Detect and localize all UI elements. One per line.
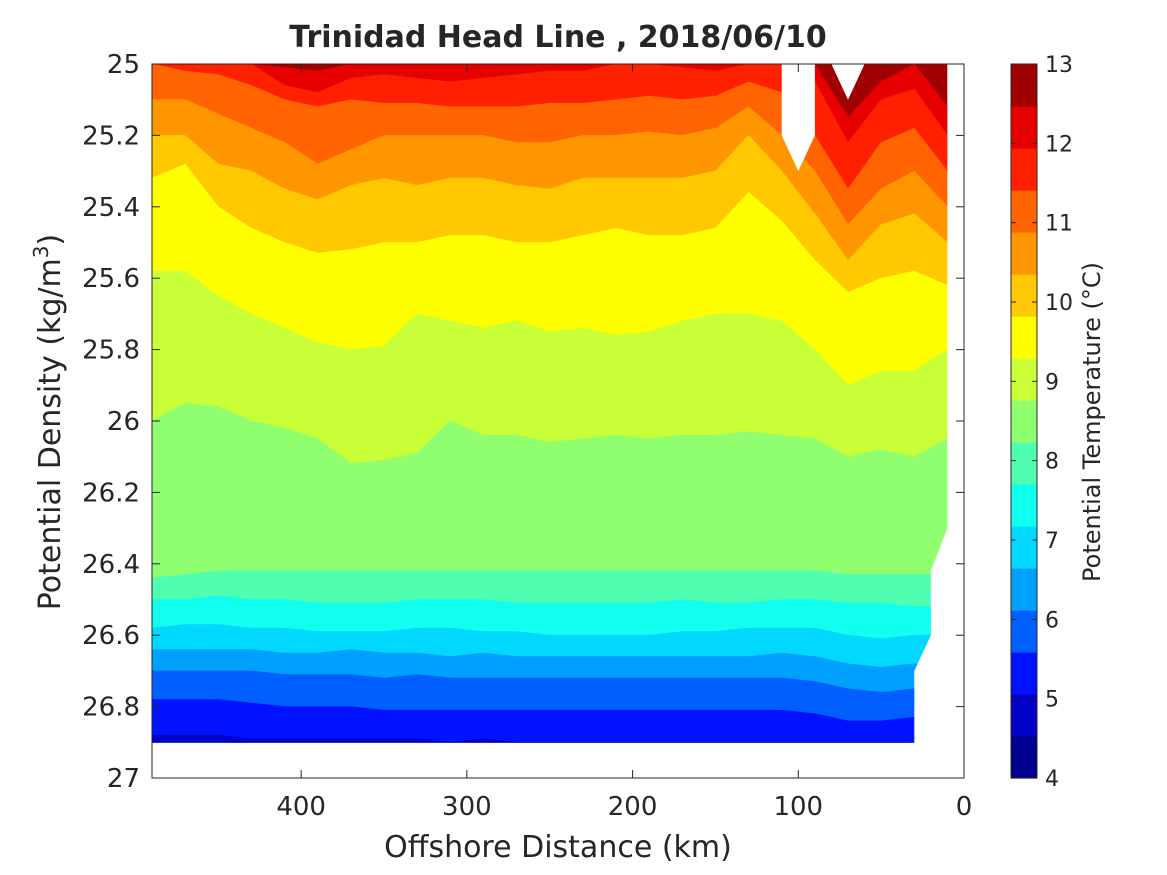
- colorbar-segment: [1011, 694, 1037, 737]
- y-tick-label: 26.4: [82, 550, 140, 580]
- colorbar-segment: [1011, 190, 1037, 233]
- colorbar-tick-label: 6: [1045, 608, 1059, 633]
- colorbar-segment: [1011, 652, 1037, 695]
- colorbar-segment: [1011, 358, 1037, 401]
- x-tick-label: 400: [276, 792, 326, 822]
- contour-band: [152, 734, 948, 743]
- colorbar-tick-label: 10: [1045, 291, 1073, 316]
- x-tick-label: 0: [956, 792, 973, 822]
- x-tick-label: 300: [442, 792, 492, 822]
- colorbar-segment: [1011, 316, 1037, 359]
- contour-band: [152, 699, 948, 743]
- missing-data-mask: [781, 64, 964, 778]
- y-axis-label-superscript: 3: [29, 245, 53, 258]
- colorbar-tick-label: 9: [1045, 370, 1059, 395]
- colorbar-segment: [1011, 526, 1037, 569]
- no-data-region: [831, 64, 865, 100]
- x-axis-label: Offshore Distance (km): [384, 830, 732, 865]
- colorbar-frame: [1010, 63, 1038, 779]
- colorbar-segment: [1011, 232, 1037, 275]
- colorbar-tick-label: 11: [1045, 212, 1073, 237]
- colorbar-segment: [1011, 400, 1037, 443]
- y-tick-label: 25: [107, 50, 140, 80]
- colorbar-segment: [1011, 484, 1037, 527]
- colorbar-tick-label: 4: [1045, 767, 1059, 792]
- colorbar-segment: [1011, 148, 1037, 191]
- y-axis-label-suffix: ): [33, 234, 68, 246]
- colorbar-segment: [1011, 274, 1037, 317]
- colorbar-tick-label: 5: [1045, 688, 1059, 713]
- y-tick-label: 26.6: [82, 621, 140, 651]
- y-tick-label: 26.8: [82, 693, 140, 723]
- y-tick-label: 27: [107, 764, 140, 794]
- colorbar-label: Potential Temperature (°C): [1078, 262, 1106, 582]
- colorbar-segment: [1011, 106, 1037, 149]
- x-axis-ticks: 400 300 200 100 0: [276, 64, 972, 822]
- y-axis-label: Potential Density (kg/m3): [29, 234, 68, 610]
- colorbar-tick-label: 7: [1045, 529, 1059, 554]
- colorbar-segment: [1011, 736, 1037, 779]
- colorbar-segment: [1011, 610, 1037, 653]
- y-axis-label-main: Potential Density (kg/m: [33, 258, 68, 610]
- colorbar-ticks: 4 5 6 7 8 9 10 11 12 13: [1011, 53, 1073, 792]
- y-tick-label: 25.4: [82, 193, 140, 223]
- contour-fill-layer: [152, 64, 948, 743]
- y-axis-ticks: 25 25.2 25.4 25.6 25.8 26 26.2 26.4 26.6 26.8 27: [82, 50, 964, 794]
- chart-title: Trinidad Head Line , 2018/06/10: [289, 20, 826, 55]
- colorbar-segment: [1011, 568, 1037, 611]
- colorbar-tick-label: 8: [1045, 450, 1059, 475]
- colorbar-segment: [1011, 64, 1037, 107]
- colorbar-segment: [1011, 442, 1037, 485]
- y-tick-label: 25.8: [82, 336, 140, 366]
- y-tick-label: 26: [107, 407, 140, 437]
- y-tick-label: 25.6: [82, 264, 140, 294]
- colorbar-tick-label: 13: [1045, 53, 1073, 78]
- x-tick-label: 200: [608, 792, 658, 822]
- colorbar: [1011, 64, 1037, 779]
- colorbar-tick-label: 12: [1045, 132, 1073, 157]
- x-tick-label: 100: [773, 792, 823, 822]
- no-data-region: [781, 64, 815, 172]
- y-tick-label: 25.2: [82, 121, 140, 151]
- no-data-region: [914, 64, 964, 778]
- y-tick-label: 26.2: [82, 478, 140, 508]
